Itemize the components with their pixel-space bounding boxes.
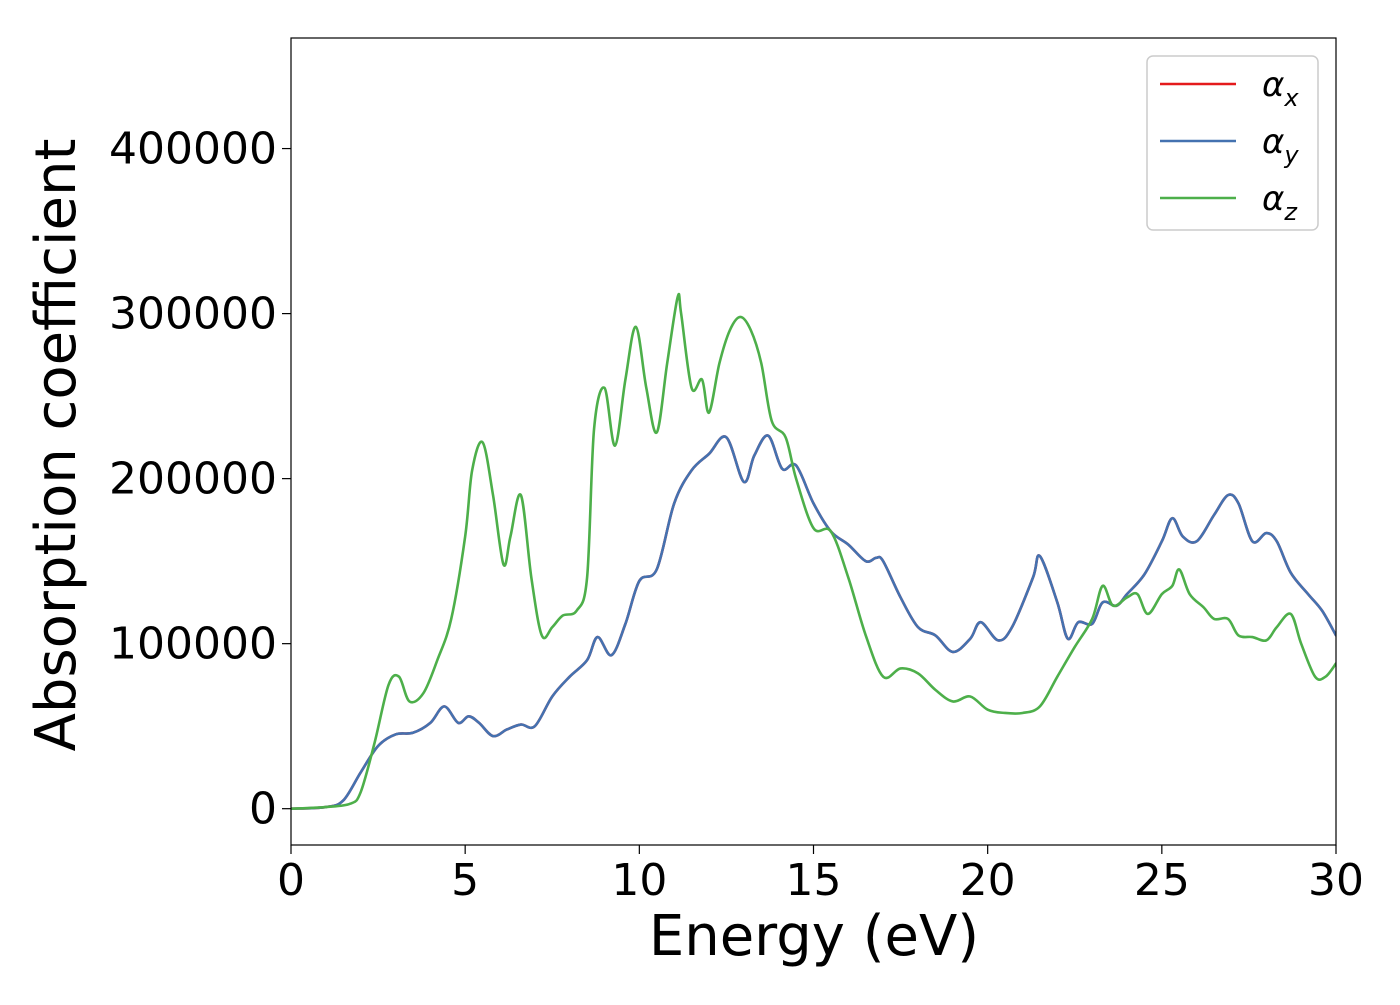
legend-item-x: αx: [1160, 65, 1299, 112]
x-tick-label: 10: [611, 855, 667, 906]
y-tick-label: 400000: [109, 124, 277, 175]
legend-label: αy: [1262, 122, 1299, 169]
y-tick-label: 200000: [109, 454, 277, 505]
legend: αx αy αz: [1146, 55, 1319, 231]
legend-item-z: αz: [1160, 179, 1298, 226]
x-tick-label: 25: [1134, 855, 1190, 906]
legend-item-y: αy: [1160, 122, 1299, 169]
y-tick-label: 0: [249, 784, 277, 835]
x-tick-label: 15: [786, 855, 842, 906]
x-axis-label: Energy (eV): [649, 904, 979, 969]
y-axis-label: Absorption coefficient: [24, 139, 89, 752]
ticks-layer: 0 5 10 15 20 25 30 0 100000 200000 300000 400000: [109, 124, 1364, 906]
legend-box: [1146, 55, 1319, 231]
legend-label: αx: [1262, 65, 1299, 112]
x-tick-label: 5: [451, 855, 479, 906]
series-line-x: [291, 434, 1336, 810]
legend-label: αz: [1262, 179, 1298, 226]
y-tick-label: 300000: [109, 289, 277, 340]
series-lines-layer: [291, 292, 1336, 810]
x-tick-label: 20: [960, 855, 1016, 906]
series-line-z: [291, 292, 1336, 810]
x-tick-label: 30: [1308, 855, 1364, 906]
series-line-y: [291, 434, 1336, 810]
x-tick-label: 0: [277, 855, 305, 906]
y-tick-label: 100000: [109, 619, 277, 670]
